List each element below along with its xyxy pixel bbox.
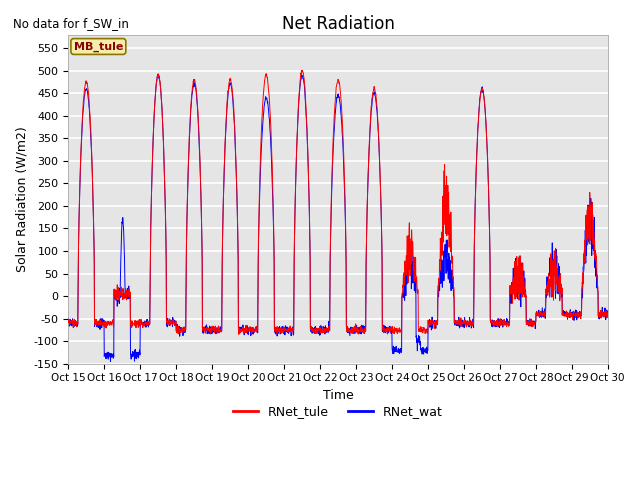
- Text: No data for f_SW_in: No data for f_SW_in: [13, 17, 129, 30]
- Line: RNet_wat: RNet_wat: [68, 74, 608, 361]
- RNet_tule: [572, 315, 579, 321]
- RNet_tule: [248, 332, 255, 338]
- RNet_wat: [216, 326, 223, 332]
- RNet_tule: [557, 289, 564, 295]
- RNet_wat: [495, 321, 503, 326]
- X-axis label: Time: Time: [323, 389, 353, 402]
- RNet_tule: [604, 309, 612, 315]
- RNet_wat: [572, 307, 579, 313]
- Y-axis label: Solar Radiation (W/m2): Solar Radiation (W/m2): [15, 126, 28, 272]
- RNet_wat: [557, 289, 564, 295]
- RNet_tule: [366, 133, 374, 139]
- Line: RNet_tule: RNet_tule: [68, 70, 608, 335]
- RNet_tule: [495, 323, 503, 328]
- RNet_wat: [65, 315, 72, 321]
- Title: Net Radiation: Net Radiation: [282, 15, 394, 33]
- RNet_wat: [107, 359, 115, 364]
- RNet_tule: [215, 327, 223, 333]
- Text: MB_tule: MB_tule: [74, 41, 123, 52]
- RNet_tule: [354, 324, 362, 330]
- Legend: RNet_tule, RNet_wat: RNet_tule, RNet_wat: [228, 400, 448, 423]
- RNet_tule: [299, 67, 307, 73]
- RNet_wat: [154, 72, 162, 77]
- RNet_wat: [366, 139, 374, 144]
- RNet_wat: [354, 330, 362, 336]
- RNet_tule: [65, 317, 72, 323]
- RNet_wat: [604, 312, 612, 317]
